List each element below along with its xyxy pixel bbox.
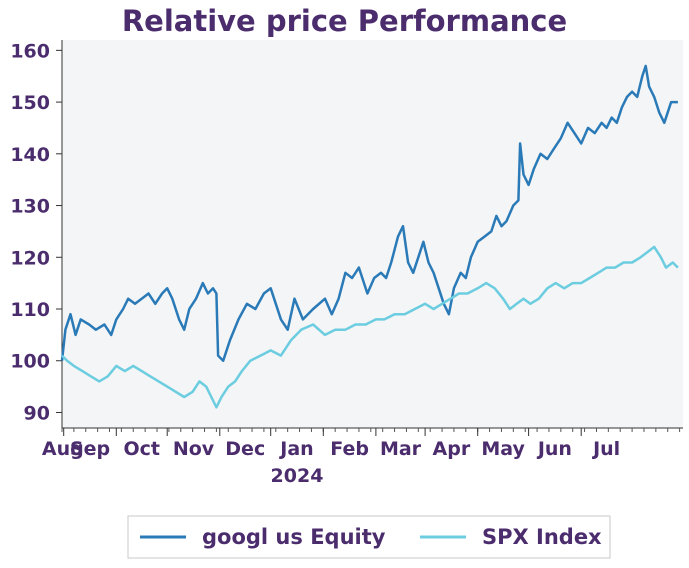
y-tick-label: 140 — [10, 144, 50, 166]
x-tick-label: Jan — [278, 438, 313, 460]
x-year-label: 2024 — [271, 465, 324, 487]
y-tick-label: 120 — [10, 247, 50, 269]
y-tick-label: 90 — [24, 402, 50, 424]
legend-label-1: googl us Equity — [202, 525, 386, 549]
x-tick-label: Dec — [225, 438, 265, 460]
series-line-1 — [60, 64, 678, 362]
chart-title: Relative price Performance — [121, 4, 568, 38]
x-tick-label: Jun — [536, 438, 572, 460]
x-tick-label: Oct — [123, 438, 160, 460]
y-tick-label: 150 — [10, 92, 50, 114]
y-tick-label: 100 — [10, 351, 50, 373]
legend-box — [127, 515, 611, 559]
series-line-2 — [61, 245, 679, 409]
y-tick-label: 130 — [10, 196, 50, 218]
x-tick-label: Sep — [70, 438, 110, 460]
plot-area — [62, 40, 683, 428]
x-tick-label: Mar — [380, 438, 422, 460]
x-tick-label: May — [481, 438, 525, 460]
x-tick-label: Nov — [173, 438, 215, 460]
y-tick-label: 110 — [10, 299, 50, 321]
y-tick-label: 160 — [10, 40, 50, 62]
x-tick-label: Aug — [42, 438, 84, 460]
legend-label-2: SPX Index — [482, 525, 602, 549]
x-tick-label: Apr — [433, 438, 471, 460]
x-tick-label: Jul — [591, 438, 620, 460]
x-tick-label: Feb — [330, 438, 369, 460]
